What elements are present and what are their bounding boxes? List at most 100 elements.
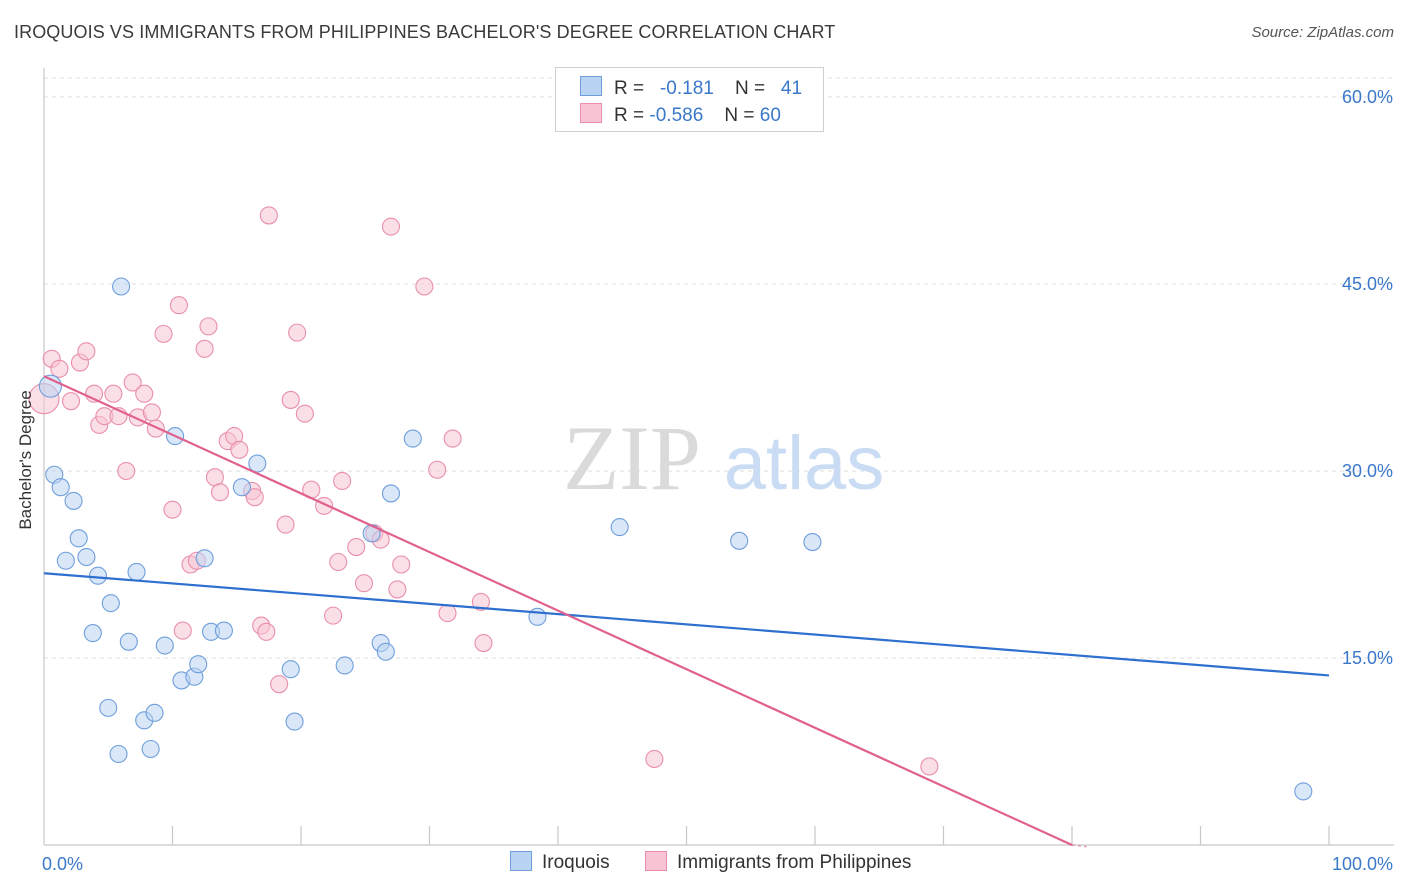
- philippines-point: [270, 675, 289, 694]
- points-layer: [28, 206, 1313, 801]
- philippines-trend-line: [43, 375, 1073, 847]
- iroquois-point: [127, 562, 146, 582]
- philippines-point: [920, 757, 939, 776]
- legend-item-iroquois: Iroquois: [510, 851, 610, 874]
- philippines-point: [288, 323, 307, 342]
- philippines-point: [61, 392, 81, 411]
- philippines-point: [117, 461, 136, 481]
- watermark-zip: ZIP: [563, 407, 701, 509]
- philippines-point: [163, 500, 182, 519]
- philippines-point: [295, 404, 314, 423]
- iroquois-point: [730, 531, 749, 550]
- iroquois-point: [56, 551, 75, 570]
- philippines-point: [230, 440, 249, 459]
- iroquois-legend-label: Iroquois: [542, 852, 610, 873]
- philippines-point: [474, 633, 493, 653]
- philippines-point: [142, 403, 161, 422]
- n-label: N =: [734, 78, 766, 99]
- iroquois-point: [64, 491, 83, 510]
- stats-legend-row-iroquois: R = -0.181 N = 41: [580, 76, 802, 100]
- iroquois-point: [99, 698, 118, 717]
- iroquois-point: [335, 656, 354, 675]
- philippines-point: [245, 488, 264, 507]
- iroquois-point: [88, 566, 108, 585]
- iroquois-point: [195, 549, 214, 568]
- iroquois-point: [119, 632, 138, 651]
- y-tick-label: 45.0%: [1342, 274, 1393, 294]
- philippines-point: [173, 621, 192, 640]
- iroquois-point: [83, 624, 102, 643]
- philippines-point: [210, 483, 230, 502]
- philippines-point: [77, 342, 96, 361]
- philippines-point: [392, 555, 411, 574]
- iroquois-point: [248, 454, 267, 473]
- trend-layer: [43, 375, 1330, 848]
- stats-legend: R = -0.181 N = 41 R = -0.586 N = 60: [555, 67, 824, 132]
- grid-layer: [44, 77, 1394, 659]
- philippines-point: [333, 471, 352, 491]
- r-label: R =: [614, 105, 645, 126]
- philippines-point: [259, 206, 278, 225]
- y-axis-label: Bachelor's Degree: [16, 390, 35, 529]
- philippines-point: [146, 419, 165, 438]
- chart-title: IROQUOIS VS IMMIGRANTS FROM PHILIPPINES …: [14, 22, 836, 42]
- label-layer: 15.0% 30.0% 45.0% 60.0% 0.0% 100.0%: [42, 87, 1393, 874]
- iroquois-point: [376, 642, 395, 661]
- watermark: ZIP atlas: [563, 407, 884, 509]
- philippines-point: [381, 217, 401, 236]
- philippines-point: [471, 592, 490, 611]
- y-tick-label: 30.0%: [1342, 461, 1393, 481]
- philippines-swatch: [580, 103, 602, 123]
- x-tick-label: 100.0%: [1332, 854, 1393, 874]
- philippines-point: [354, 574, 374, 593]
- philippines-point: [199, 317, 218, 336]
- philippines-point: [415, 277, 434, 296]
- iroquois-point: [1294, 782, 1313, 801]
- philippines-point: [195, 339, 214, 358]
- iroquois-point: [803, 533, 822, 552]
- iroquois-point: [232, 478, 251, 497]
- iroquois-point: [145, 703, 164, 722]
- iroquois-point: [381, 484, 401, 503]
- iroquois-point: [51, 478, 70, 497]
- philippines-point: [169, 296, 188, 315]
- source-label: Source: ZipAtlas.com: [1251, 24, 1394, 41]
- watermark-atlas: atlas: [724, 421, 885, 506]
- iroquois-point: [610, 518, 629, 537]
- philippines-point: [104, 384, 123, 403]
- iroquois-swatch: [580, 76, 602, 96]
- philippines-point: [388, 580, 407, 599]
- philippines-point: [347, 537, 366, 557]
- x-tick-label: 0.0%: [42, 854, 83, 874]
- philippines-legend-label: Immigrants from Philippines: [677, 852, 912, 873]
- iroquois-trend-line: [43, 572, 1330, 677]
- iroquois-point: [214, 621, 233, 640]
- r-label: R =: [614, 78, 645, 99]
- philippines-point: [257, 622, 276, 641]
- iroquois-point: [155, 636, 174, 655]
- iroquois-point: [109, 744, 128, 764]
- n-value: 41: [780, 78, 803, 99]
- iroquois-legend-swatch: [510, 851, 532, 871]
- iroquois-point: [77, 547, 96, 567]
- r-value: -0.181: [659, 78, 714, 99]
- y-tick-label: 60.0%: [1342, 87, 1393, 107]
- philippines-point: [281, 390, 300, 409]
- philippines-point: [329, 552, 348, 572]
- iroquois-point: [101, 594, 120, 613]
- philippines-point: [645, 749, 664, 769]
- iroquois-point: [189, 655, 208, 674]
- stats-legend-row-philippines: R = -0.586 N = 60: [580, 103, 781, 127]
- y-tick-label: 15.0%: [1342, 648, 1393, 668]
- r-value: -0.586: [649, 105, 704, 126]
- philippines-point: [438, 604, 457, 623]
- philippines-point: [443, 429, 462, 448]
- axis-layer: [43, 68, 1394, 846]
- iroquois-point: [285, 712, 304, 731]
- philippines-point: [50, 359, 69, 378]
- iroquois-point: [141, 739, 160, 759]
- legend-item-philippines: Immigrants from Philippines: [645, 851, 911, 874]
- philippines-point: [428, 460, 447, 479]
- philippines-legend-swatch: [645, 851, 667, 871]
